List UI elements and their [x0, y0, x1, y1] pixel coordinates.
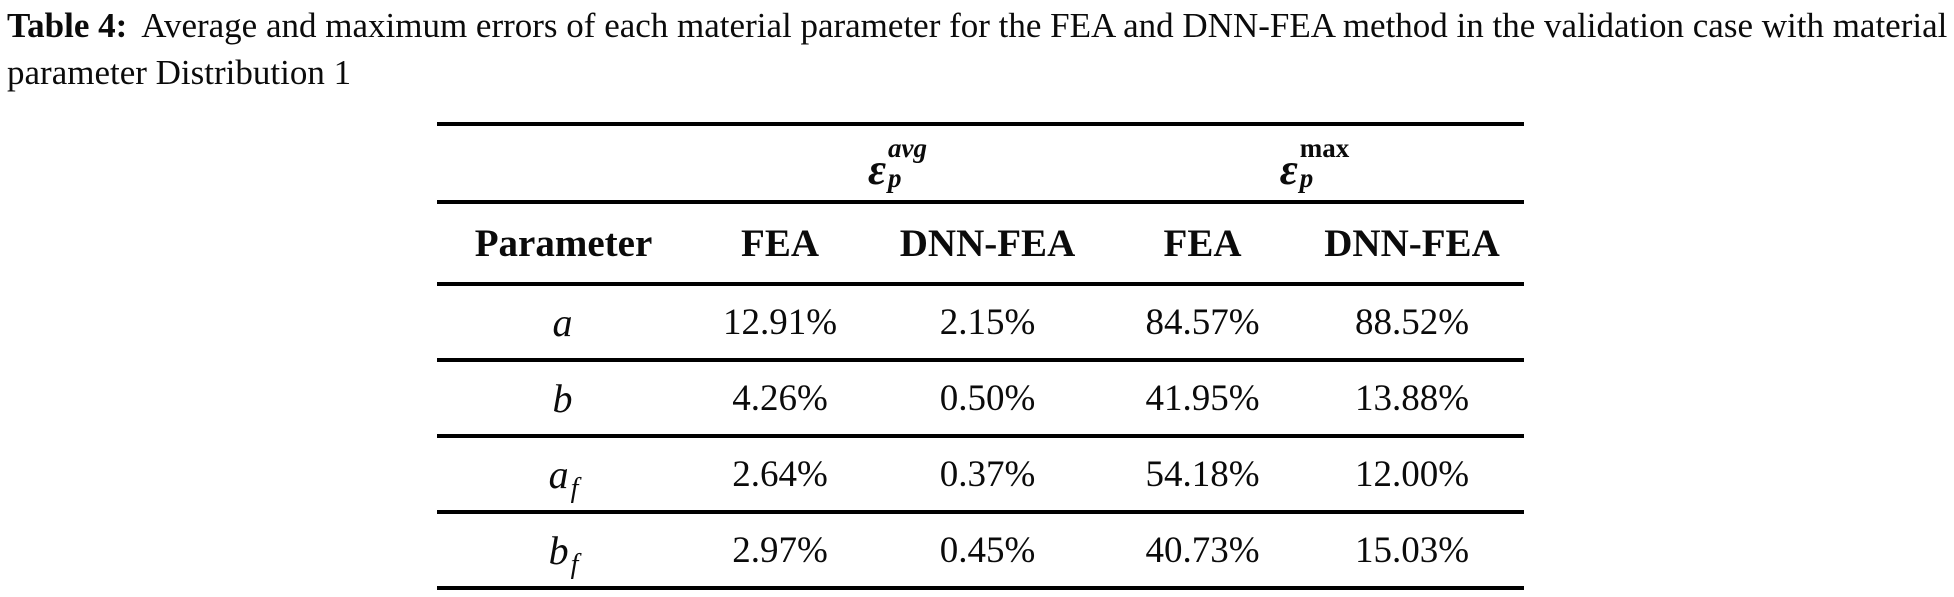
group-header-row: ε avg p ε max p — [437, 126, 1524, 200]
param-subscript: f — [570, 472, 579, 504]
value-cell: 2.15% — [939, 301, 1036, 343]
column-header-parameter: Parameter — [474, 221, 653, 265]
table-rule — [437, 434, 1524, 438]
value-cell: 40.73% — [1145, 529, 1260, 571]
param-symbol: b — [552, 375, 573, 421]
caption-label: Table 4: — [7, 6, 128, 45]
value-cell: 12.91% — [722, 301, 838, 343]
results-table: ε avg p ε max p Parameter — [437, 122, 1524, 590]
value-cell: 41.95% — [1145, 377, 1260, 419]
param-subscript: f — [570, 548, 579, 580]
table-rule-bottom — [437, 586, 1524, 590]
param-symbol: b — [548, 527, 569, 573]
table-rule-top — [437, 122, 1524, 126]
table-row-af: af 2.64% 0.37% 54.18% 12.00% — [437, 438, 1524, 510]
param-cell: bf — [437, 527, 690, 580]
epsilon-symbol: ε — [867, 145, 887, 194]
value-cell: 0.37% — [939, 453, 1036, 495]
epsilon-scripts: max p — [1299, 132, 1350, 193]
value-cell: 4.26% — [732, 377, 828, 419]
caption-text: Average and maximum errors of each mater… — [7, 6, 1948, 92]
group-header-avg: ε avg p — [690, 132, 1105, 194]
value-cell: 15.03% — [1354, 529, 1470, 571]
table-row-a: a 12.91% 2.15% 84.57% 88.52% — [437, 286, 1524, 358]
value-cell: 88.52% — [1354, 301, 1470, 343]
table-row-bf: bf 2.97% 0.45% 40.73% 15.03% — [437, 514, 1524, 586]
column-header-row: Parameter FEA DNN-FEA FEA DNN-FEA — [437, 204, 1524, 282]
superscript-avg: avg — [888, 132, 928, 163]
epsilon-max-math: ε max p — [1279, 132, 1350, 194]
table-rule-under-groups — [437, 200, 1524, 204]
param-symbol: a — [552, 299, 573, 345]
table-rule — [437, 510, 1524, 514]
value-cell: 0.50% — [939, 377, 1036, 419]
value-cell: 54.18% — [1145, 453, 1260, 495]
param-cell: b — [437, 375, 690, 422]
column-header-fea-avg: FEA — [741, 221, 819, 265]
subscript-p: p — [1299, 162, 1314, 193]
table-caption: Table 4: Average and maximum errors of ea… — [7, 2, 1951, 96]
column-header-dnnfea-avg: DNN-FEA — [899, 221, 1076, 265]
superscript-max: max — [1299, 132, 1350, 163]
subscript-p: p — [888, 162, 902, 193]
param-cell: a — [437, 299, 690, 346]
group-header-max: ε max p — [1105, 132, 1524, 194]
epsilon-avg-math: ε avg p — [867, 132, 928, 194]
epsilon-symbol: ε — [1279, 145, 1298, 194]
value-cell: 0.45% — [939, 529, 1036, 571]
epsilon-scripts: avg p — [888, 132, 928, 193]
column-header-dnnfea-max: DNN-FEA — [1324, 221, 1500, 265]
value-cell: 12.00% — [1354, 453, 1470, 495]
table-rule-under-headers — [437, 282, 1524, 286]
value-cell: 84.57% — [1145, 301, 1260, 343]
table-rule — [437, 358, 1524, 362]
value-cell: 2.97% — [732, 529, 828, 571]
table-row-b: b 4.26% 0.50% 41.95% 13.88% — [437, 362, 1524, 434]
param-cell: af — [437, 451, 690, 504]
column-header-fea-max: FEA — [1163, 221, 1242, 265]
value-cell: 13.88% — [1354, 377, 1470, 419]
param-symbol: a — [548, 451, 569, 497]
value-cell: 2.64% — [732, 453, 828, 495]
